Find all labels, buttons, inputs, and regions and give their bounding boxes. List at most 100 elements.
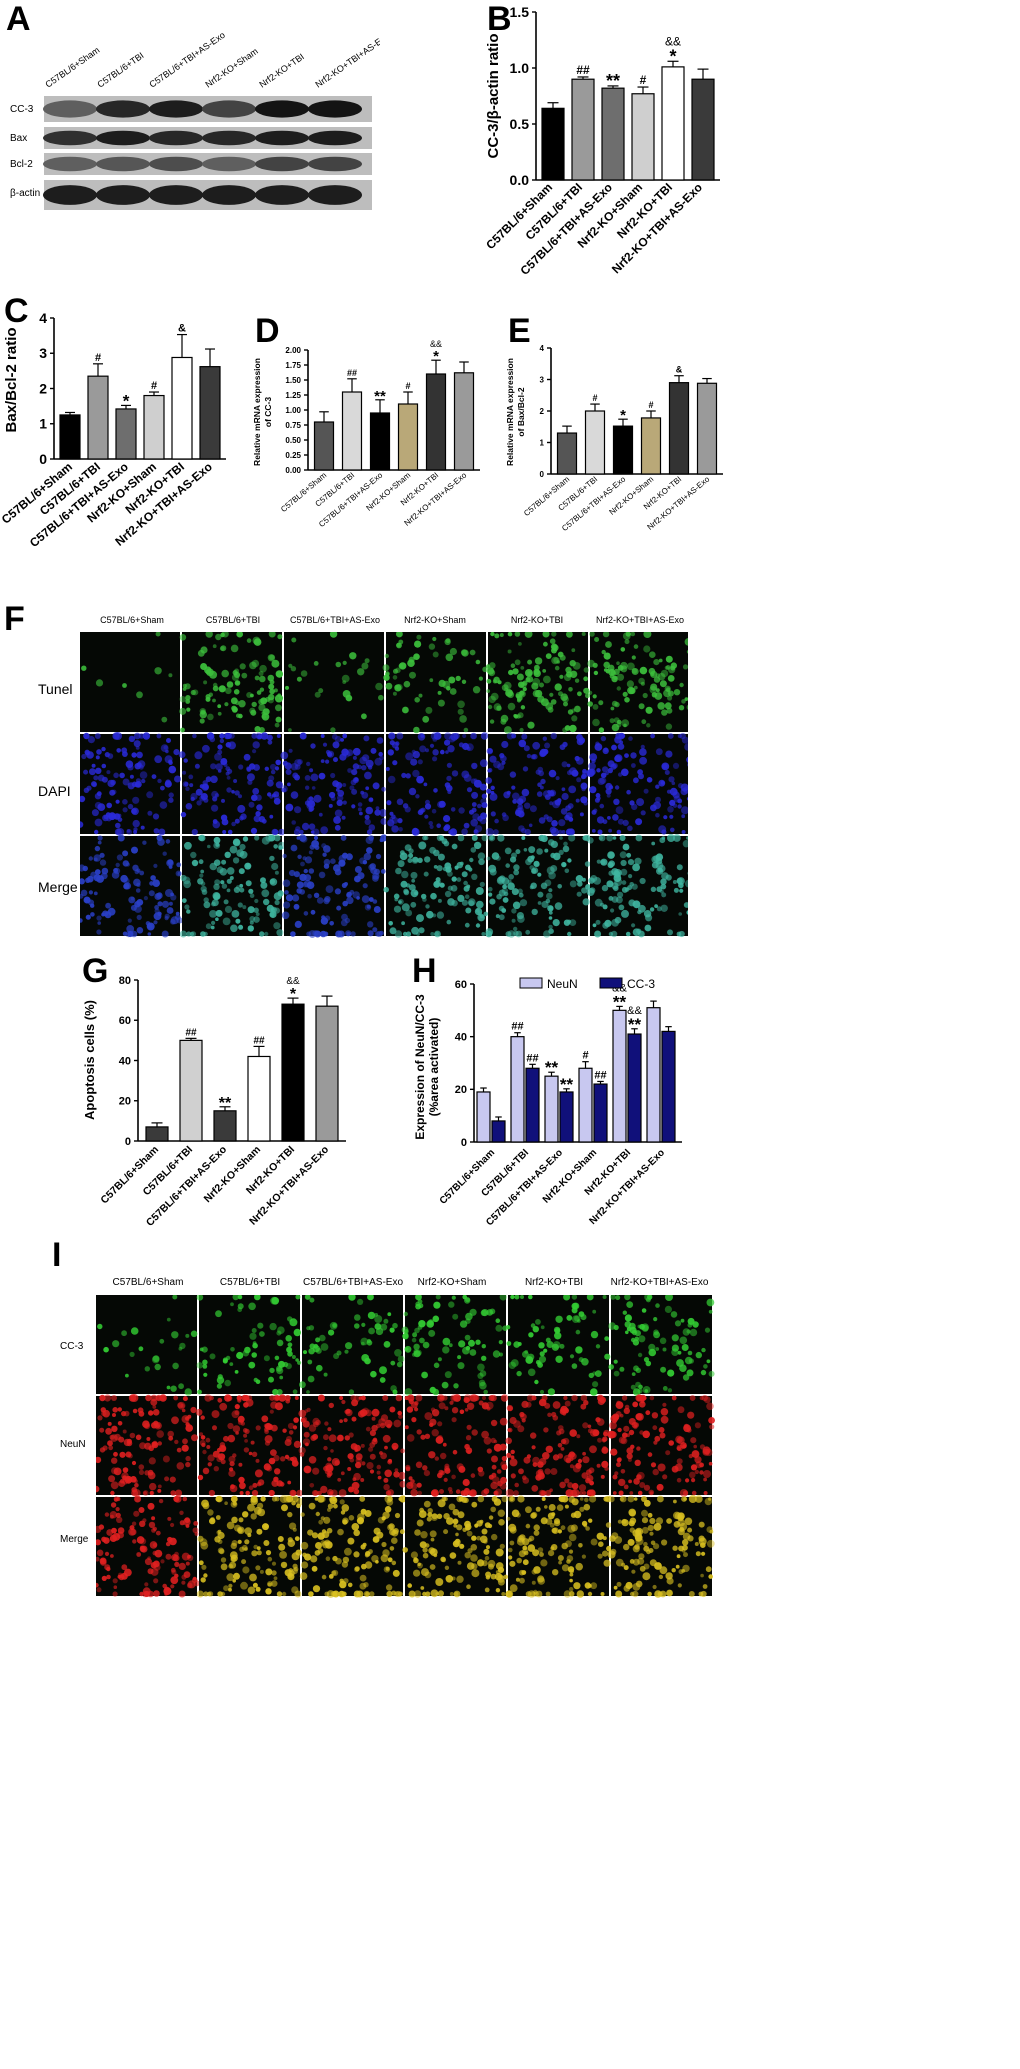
cell-nucleus [512,792,520,801]
micro-row-label: Tunel [38,681,73,697]
cell-nucleus [187,1580,196,1589]
cell-nucleus [391,1529,399,1537]
cell-nucleus [540,1325,545,1330]
cell-nucleus [581,887,588,894]
cell-nucleus [674,1320,682,1327]
cell-nucleus [561,1495,569,1503]
cell-nucleus [276,734,281,738]
cell-nucleus [138,1469,145,1475]
cell-nucleus [217,711,222,716]
cell-nucleus [515,809,522,816]
cell-nucleus [510,1455,515,1460]
cell-nucleus [378,1418,386,1426]
bar [179,1039,203,1142]
cell-nucleus [205,694,211,700]
cell-nucleus [233,1572,240,1580]
cell-nucleus [410,871,418,879]
cell-nucleus [650,1540,656,1546]
cell-nucleus [471,807,477,813]
cell-nucleus [115,862,120,868]
cell-nucleus [231,821,236,827]
cell-nucleus [543,1348,548,1353]
cell-nucleus [501,1455,507,1462]
cell-nucleus [660,1366,667,1373]
cell-nucleus [131,1521,137,1526]
cell-nucleus [590,1388,598,1396]
cell-nucleus [594,1370,602,1377]
cell-nucleus [537,1547,544,1553]
cell-nucleus [600,1592,605,1596]
cell-nucleus [272,793,276,798]
cell-nucleus [224,1501,228,1505]
cell-nucleus [499,1352,503,1357]
cell-nucleus [603,1559,611,1567]
cell-nucleus [504,847,512,855]
cell-nucleus [477,1363,485,1372]
cell-nucleus [186,909,191,914]
cell-nucleus [615,1590,623,1598]
cell-nucleus [470,819,479,827]
cell-nucleus [557,1443,563,1448]
cell-nucleus [239,1482,246,1490]
cell-nucleus [446,919,452,925]
cell-nucleus [577,691,582,697]
cell-nucleus [407,1394,415,1402]
cell-nucleus [168,797,174,803]
cell-nucleus [249,920,254,925]
cell-nucleus [199,1347,204,1352]
cell-nucleus [659,1432,666,1439]
cell-nucleus [366,904,371,909]
cell-nucleus [467,1548,473,1554]
cell-nucleus [433,788,438,793]
bar [453,372,475,471]
cell-nucleus [203,1573,208,1578]
cell-nucleus [537,891,544,898]
cell-nucleus [198,859,204,865]
cell-nucleus [253,907,259,913]
bar [612,425,634,475]
cell-nucleus [706,1526,714,1533]
cell-nucleus [185,1455,191,1462]
cell-nucleus [296,676,302,682]
cell-nucleus [683,1497,687,1501]
cell-nucleus [366,847,373,854]
cell-nucleus [602,922,609,929]
cell-nucleus [608,860,615,867]
cell-nucleus [602,1536,607,1541]
cell-nucleus [546,892,553,900]
cell-nucleus [540,882,548,890]
cell-nucleus [662,1474,668,1480]
cell-nucleus [308,1348,315,1355]
chart-g-xlabel: C57BL/6+Sham [98,1144,161,1207]
cell-nucleus [413,1590,422,1598]
cell-nucleus [185,1461,191,1468]
cell-nucleus [107,1440,113,1447]
cell-nucleus [559,744,566,750]
cell-nucleus [495,1324,503,1332]
cell-nucleus [360,1544,366,1550]
cell-nucleus [417,857,423,863]
cell-nucleus [248,1451,253,1456]
cell-nucleus [552,1341,561,1349]
cell-nucleus [481,1395,487,1401]
cell-nucleus [239,843,246,851]
cell-nucleus [126,829,131,833]
cell-nucleus [427,1508,433,1514]
cell-nucleus [434,1456,439,1461]
cell-nucleus [238,1476,245,1484]
cell-nucleus [299,1381,306,1389]
cell-nucleus [261,836,270,845]
cell-nucleus [694,1542,699,1546]
cell-nucleus [574,678,580,683]
cell-nucleus [461,828,468,835]
cell-nucleus [98,1524,105,1530]
cell-nucleus [126,1438,132,1444]
cell-nucleus [393,893,400,900]
cell-nucleus [466,1530,473,1537]
cell-nucleus [686,910,688,915]
cell-nucleus [271,828,279,836]
cell-nucleus [87,736,95,744]
cell-nucleus [677,804,682,809]
cell-nucleus [612,814,619,821]
cell-nucleus [339,1396,344,1400]
